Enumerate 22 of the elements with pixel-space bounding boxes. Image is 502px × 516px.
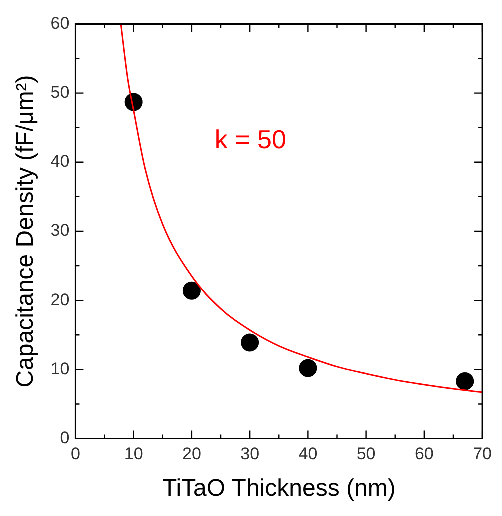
- point: [456, 372, 474, 390]
- y-tick-label: 30: [50, 221, 70, 240]
- x-tick-label: 30: [240, 444, 260, 464]
- x-tick-label: 10: [124, 444, 144, 464]
- y-tick-label: 20: [50, 290, 70, 310]
- x-tick-label: 70: [473, 444, 492, 464]
- y-tick-label: 0: [60, 428, 70, 448]
- point: [182, 282, 201, 300]
- x-tick-label: 20: [182, 444, 202, 464]
- y-axis-title: Capacitance Density (fF/μm²): [12, 75, 40, 388]
- x-tick-label: 60: [414, 444, 434, 464]
- y-tick-label: 10: [50, 359, 70, 378]
- line-series: [120, 24, 483, 394]
- annotation: k = 50: [214, 124, 286, 155]
- y-tick-label: 60: [50, 14, 70, 33]
- x-axis-title: TiTaO Thickness (nm): [162, 475, 396, 502]
- x-tick-label: 40: [298, 444, 318, 464]
- y-tick-label: 40: [50, 152, 70, 172]
- point: [299, 359, 318, 378]
- point: [241, 334, 260, 352]
- x-tick-label: 50: [356, 444, 376, 464]
- y-tick-label: 50: [50, 82, 70, 102]
